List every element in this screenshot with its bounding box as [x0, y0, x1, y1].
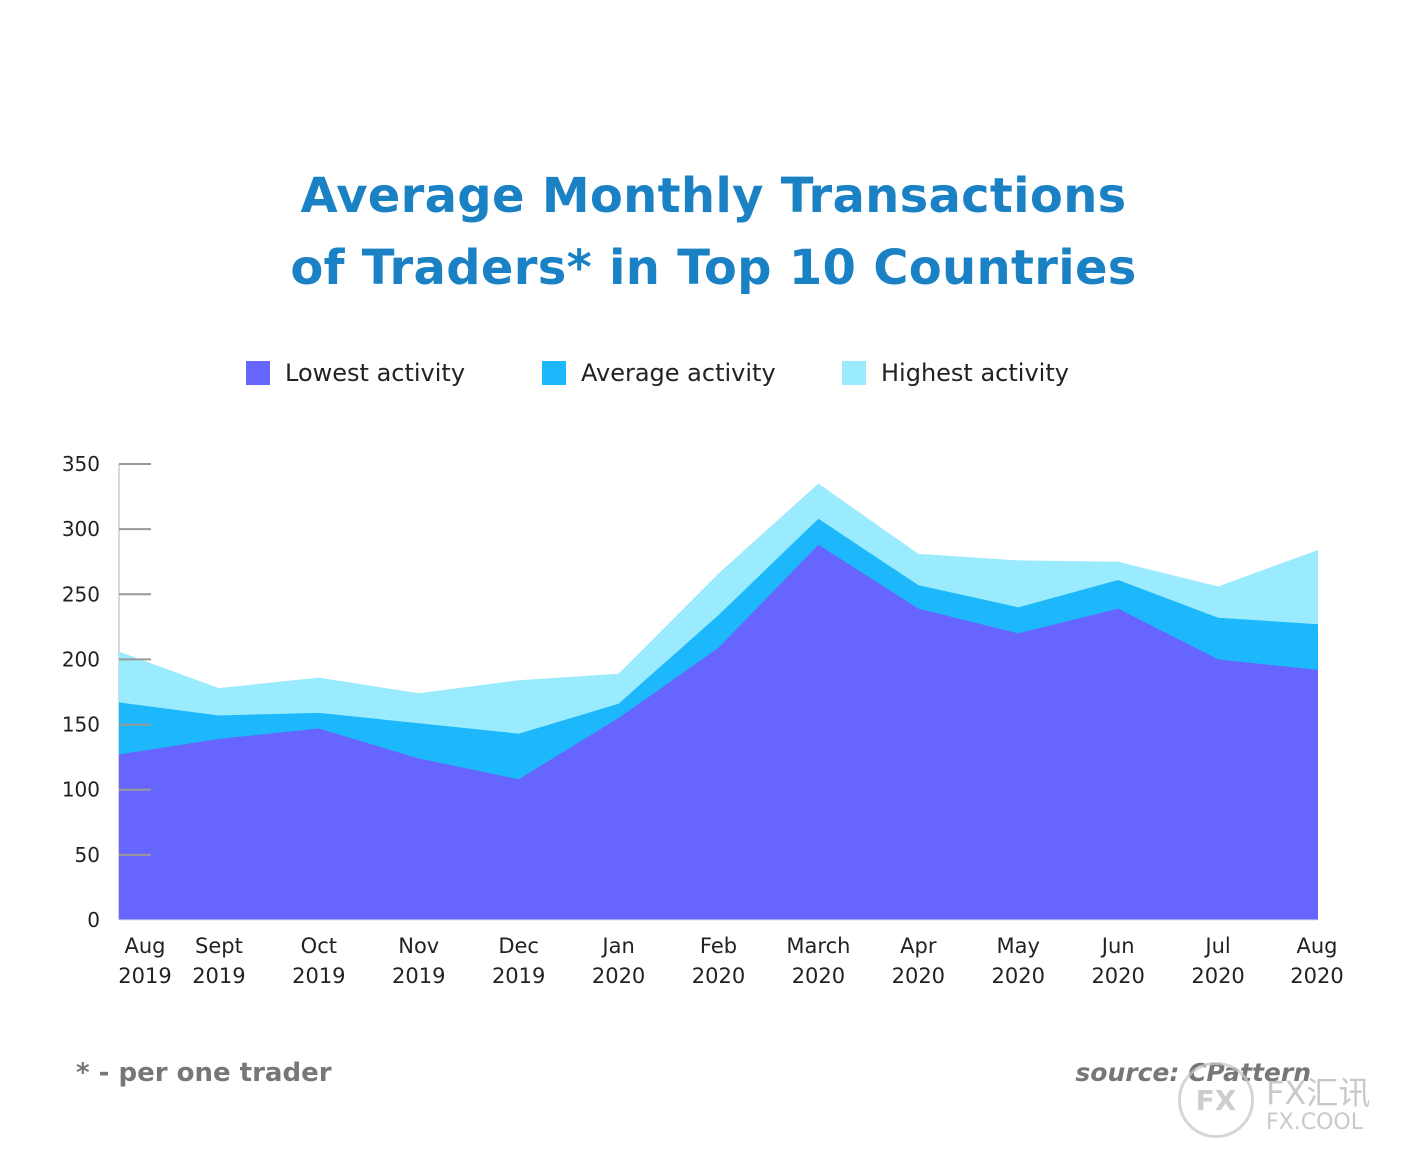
- x-tick-label-year: 2019: [192, 964, 245, 988]
- x-tick-label-year: 2020: [992, 964, 1045, 988]
- x-tick-label-year: 2020: [1290, 964, 1343, 988]
- x-tick-label-month: Sept: [195, 934, 243, 958]
- area-chart: 0 50 100 150 200 250 300 350 Aug 2019 Sept 2019 Oct 2…: [62, 452, 1344, 988]
- chart-title-line-1: Average Monthly Transactions: [300, 168, 1127, 224]
- legend-item-highest: Highest activity: [842, 356, 1069, 390]
- y-tick-label: 200: [62, 647, 100, 671]
- x-tick-label-month: Jan: [600, 934, 634, 958]
- legend-swatch-lowest: [246, 361, 270, 385]
- y-tick-label: 100: [62, 778, 100, 802]
- watermark-badge-text: FX: [1195, 1083, 1237, 1117]
- x-tick-label-month: Nov: [398, 934, 439, 958]
- x-tick-label-year: 2020: [1191, 964, 1244, 988]
- footnote: * - per one trader: [76, 1058, 332, 1088]
- x-tick-label-month: Dec: [498, 934, 539, 958]
- chart-title: Average Monthly Transactions of Traders*…: [0, 160, 1407, 304]
- legend-label-average: Average activity: [581, 359, 776, 387]
- x-tick-label-year: 2020: [1091, 964, 1144, 988]
- x-tick-label-month: May: [997, 934, 1040, 958]
- x-tick-label-year: 2019: [292, 964, 345, 988]
- chart-title-line-2: of Traders* in Top 10 Countries: [290, 240, 1137, 296]
- x-tick-label-year: 2019: [118, 964, 171, 988]
- watermark-line-2: FX.COOL: [1266, 1110, 1363, 1135]
- y-tick-label: 300: [62, 517, 100, 541]
- x-tick-label-year: 2019: [492, 964, 545, 988]
- legend-swatch-average: [542, 361, 566, 385]
- y-tick-label: 0: [87, 908, 100, 932]
- watermark-badge: FX: [1178, 1062, 1254, 1138]
- x-tick-label-month: Aug: [124, 934, 165, 958]
- legend-label-highest: Highest activity: [881, 359, 1069, 387]
- legend-item-average: Average activity: [542, 356, 776, 390]
- x-tick-label-month: Oct: [301, 934, 337, 958]
- x-tick-label-year: 2020: [892, 964, 945, 988]
- legend-item-lowest: Lowest activity: [246, 356, 465, 390]
- y-tick-label: 150: [62, 713, 100, 737]
- y-tick-label: 350: [62, 452, 100, 476]
- x-tick-label-month: Feb: [700, 934, 737, 958]
- x-tick-label-month: March: [786, 934, 850, 958]
- watermark-line-1: FX汇讯: [1266, 1074, 1371, 1112]
- x-tick-label-year: 2020: [592, 964, 645, 988]
- y-tick-label: 50: [75, 843, 100, 867]
- x-tick-label-year: 2019: [392, 964, 445, 988]
- legend: Lowest activity Average activity Highest…: [0, 356, 1407, 390]
- y-tick-label: 250: [62, 582, 100, 606]
- legend-swatch-highest: [842, 361, 866, 385]
- x-tick-label-month: Apr: [900, 934, 937, 958]
- x-tick-label-month: Jul: [1203, 934, 1230, 958]
- x-tick-label-month: Aug: [1296, 934, 1337, 958]
- x-tick-label-year: 2020: [792, 964, 845, 988]
- watermark-text: FX汇讯 FX.COOL: [1266, 1068, 1370, 1135]
- legend-label-lowest: Lowest activity: [285, 359, 466, 387]
- area-series-lowest-activity: [119, 544, 1318, 920]
- x-tick-label-year: 2020: [692, 964, 745, 988]
- x-tick-label-month: Jun: [1100, 934, 1135, 958]
